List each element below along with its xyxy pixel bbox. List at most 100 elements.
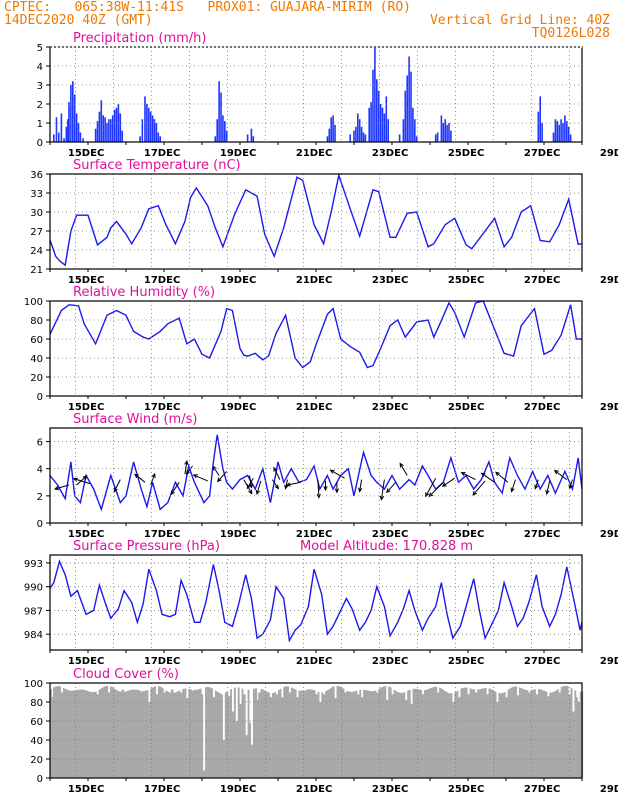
precip-bar — [381, 107, 384, 142]
cloud-column — [150, 688, 152, 778]
cloud-column — [219, 693, 221, 778]
precip-bar — [444, 119, 446, 142]
cloud-column — [284, 686, 286, 778]
cloud-column — [189, 689, 191, 778]
cloud-column — [242, 688, 244, 778]
cloud-column — [410, 703, 412, 778]
cloud-column — [356, 690, 358, 778]
cloud-column — [110, 686, 112, 778]
cloud-column — [84, 689, 86, 778]
cloud-column — [119, 691, 122, 778]
cloud-column — [244, 694, 246, 778]
cloud-column — [432, 687, 434, 778]
cloud-column — [536, 694, 538, 778]
cloud-column — [218, 692, 220, 778]
cloud-column — [519, 687, 521, 778]
cloud-column — [487, 694, 489, 778]
cloud-column — [303, 690, 305, 778]
cloud-column — [94, 691, 96, 778]
cloud-column — [379, 688, 381, 778]
cloud-column — [412, 688, 414, 778]
precip-bar — [560, 119, 562, 142]
x-tick-label: 27DEC — [524, 529, 560, 540]
x-tick-label: 15DEC — [68, 275, 104, 286]
cloud-column — [192, 690, 195, 778]
cloud-column — [142, 690, 144, 778]
cloud-column — [427, 689, 429, 778]
cloud-column — [146, 690, 148, 778]
cloud-column — [177, 691, 179, 778]
cloud-column — [495, 691, 497, 778]
cloud-column — [445, 691, 447, 778]
cloud-column — [309, 689, 312, 778]
cloud-column — [395, 690, 397, 778]
cloud-column — [212, 697, 214, 778]
wind-vector — [217, 471, 228, 482]
cloud-column — [423, 690, 426, 778]
cloud-column — [164, 692, 166, 778]
wind-vector — [330, 469, 345, 479]
cloud-column — [217, 692, 220, 778]
cloud-column — [70, 690, 72, 778]
cloud-column — [338, 686, 340, 778]
cloud-column — [328, 689, 331, 778]
wind-arrowhead — [151, 472, 156, 479]
x-tick-label: 27DEC — [524, 148, 560, 159]
panel-cloud: Cloud Cover (%) 0 20 40 60 80 100 15DEC 17DEC 19D… — [24, 667, 618, 795]
cloud-column — [241, 688, 243, 778]
cloud-column — [483, 688, 485, 778]
cloud-column — [215, 691, 217, 778]
cloud-column — [478, 689, 480, 778]
cloud-column — [211, 688, 214, 778]
cloud-column — [88, 691, 90, 778]
cloud-column — [484, 688, 486, 778]
wind-arrowhead — [212, 465, 217, 471]
precip-bar — [220, 92, 222, 142]
cloud-column — [392, 694, 394, 778]
y-tick-label: 6 — [37, 438, 43, 449]
cloud-column — [257, 700, 259, 778]
cloud-column — [197, 689, 199, 778]
cloud-column — [140, 691, 142, 778]
cloud-column — [320, 702, 322, 778]
cloud-column — [235, 721, 237, 778]
wind-arrowhead — [170, 490, 175, 496]
cloud-column — [467, 694, 469, 778]
cloud-column — [65, 689, 68, 778]
cloud-column — [139, 690, 141, 778]
cloud-column — [349, 691, 351, 778]
cloud-column — [307, 689, 309, 778]
cloud-column — [482, 688, 484, 778]
cloud-column — [225, 692, 227, 778]
cloud-column — [449, 693, 451, 778]
cloud-column — [328, 689, 330, 778]
x-tick-label: 29DEC — [600, 402, 618, 413]
cloud-column — [208, 687, 210, 778]
cloud-column — [509, 688, 511, 778]
wind-vector — [359, 479, 363, 492]
y-tick-label: 20 — [30, 755, 43, 766]
cloud-column — [116, 690, 118, 778]
cloud-column — [166, 690, 168, 778]
cloud-column — [344, 692, 346, 778]
cloud-column — [363, 689, 365, 778]
cloud-column — [119, 691, 121, 778]
cloud-column — [575, 690, 577, 778]
cloud-column — [455, 691, 457, 778]
x-tick-label: 17DEC — [144, 784, 180, 795]
cloud-column — [240, 703, 242, 778]
cloud-column — [147, 690, 149, 778]
precip-bar — [357, 113, 359, 142]
precip-bar — [567, 126, 570, 142]
cloud-column — [198, 689, 201, 778]
cloud-column — [173, 692, 175, 778]
y-tick-label: 80 — [30, 698, 43, 709]
cloud-column — [137, 690, 139, 778]
cloud-column — [537, 689, 540, 778]
panel-title: Cloud Cover (%) — [73, 667, 179, 682]
cloud-column — [105, 686, 107, 778]
cloud-column — [273, 692, 275, 778]
cloud-column — [490, 689, 492, 778]
cloud-column — [154, 686, 157, 778]
precip-bar — [70, 85, 72, 142]
